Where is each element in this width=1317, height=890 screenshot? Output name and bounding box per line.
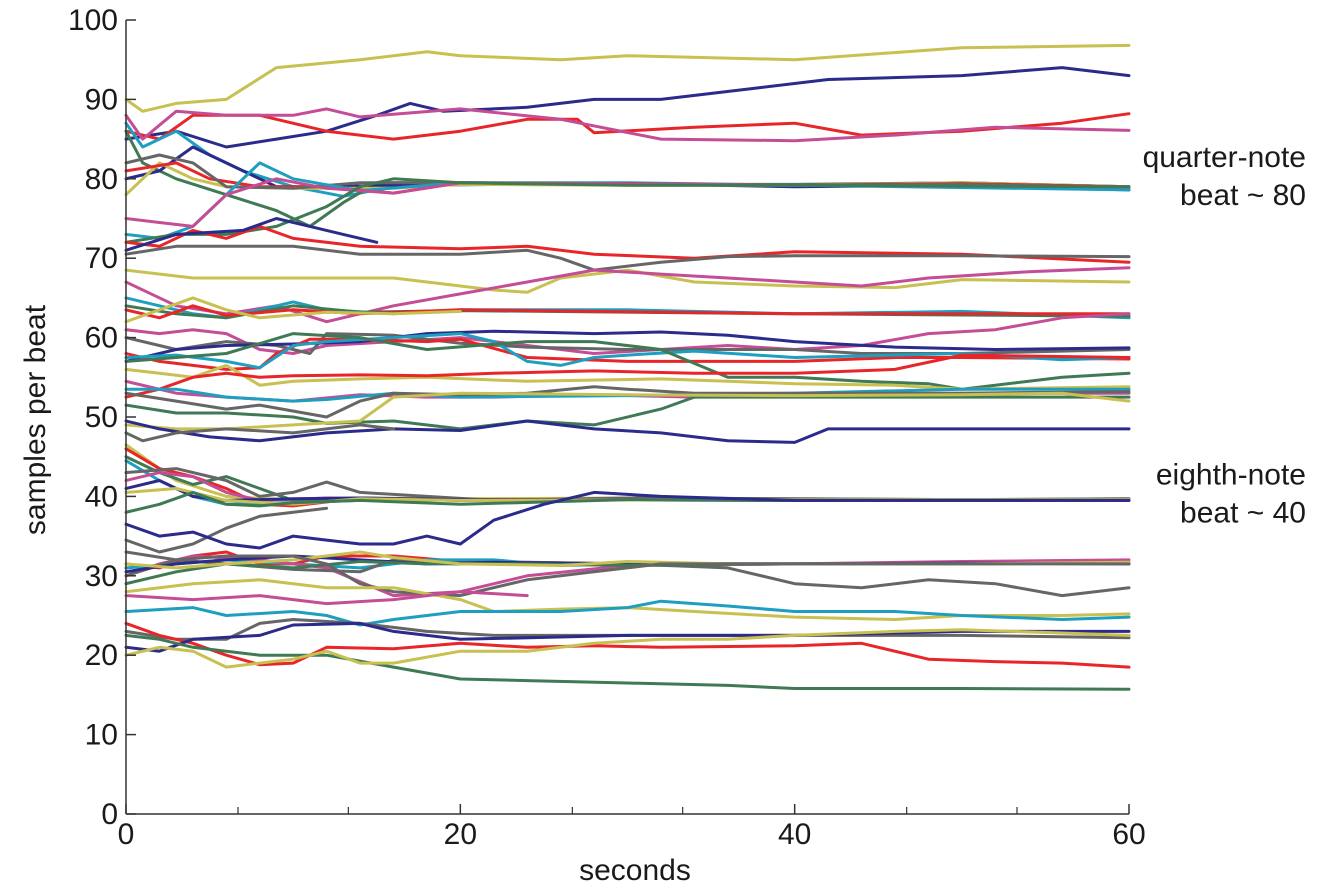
series-line-43 [124, 471, 1131, 502]
series-line-47 [124, 506, 329, 554]
series-layer [124, 43, 1131, 691]
series-line-59 [124, 599, 1131, 627]
series-line-26 [124, 337, 1131, 371]
series-line-34 [124, 395, 1131, 431]
series-line-17 [124, 268, 1131, 294]
series-line-27 [124, 332, 1131, 370]
series-line-1 [124, 43, 1131, 113]
annotation-1-line-1: quarter-note [1143, 141, 1306, 174]
y-tick-label: 10 [85, 719, 118, 752]
annotation-2-line-1: eighth-note [1156, 458, 1306, 491]
series-line-21 [124, 304, 1131, 320]
y-tick-label: 20 [85, 639, 118, 672]
series-line-37 [124, 423, 395, 443]
series-line-56 [124, 550, 1131, 598]
x-axis-title: seconds [579, 854, 691, 887]
annotation-1-line-2: beat ~ 80 [1180, 179, 1306, 212]
series-line-38 [124, 443, 1131, 502]
y-tick-label: 100 [68, 4, 118, 37]
series-line-29 [124, 363, 1131, 391]
series-line-4 [124, 107, 1131, 143]
y-tick-label: 0 [101, 798, 118, 831]
x-tick-label: 60 [1112, 818, 1145, 851]
series-line-48 [124, 490, 1131, 550]
series-line-24 [124, 332, 1131, 355]
x-tick-label: 0 [118, 818, 135, 851]
series-line-64 [124, 628, 1131, 669]
annotation-2-line-2: beat ~ 40 [1180, 496, 1306, 529]
y-tick-label: 30 [85, 560, 118, 593]
y-tick-label: 80 [85, 163, 118, 196]
series-line-23 [124, 312, 1131, 355]
series-line-57 [124, 578, 1131, 621]
series-line-2 [124, 66, 1131, 149]
series-line-33 [124, 385, 1131, 419]
series-line-36 [124, 419, 1131, 444]
series-line-30 [124, 353, 1131, 399]
y-tick-label: 90 [85, 83, 118, 116]
y-tick-label: 70 [85, 242, 118, 275]
series-line-58 [124, 590, 529, 606]
y-tick-label: 50 [85, 401, 118, 434]
series-line-16 [124, 217, 379, 252]
series-line-46 [124, 490, 1131, 514]
ticks: 0 10 20 30 40 50 60 70 80 90 100 0 20 40 60 [68, 4, 1146, 851]
series-line-22 [124, 296, 462, 324]
y-tick-label: 40 [85, 480, 118, 513]
series-line-28 [124, 332, 1131, 391]
series-line-61 [124, 621, 1131, 669]
x-tick-label: 20 [444, 818, 477, 851]
series-line-45 [124, 487, 1131, 506]
series-line-63 [124, 633, 1131, 691]
series-line-25 [124, 329, 1131, 363]
series-line-18 [124, 266, 1131, 324]
series-line-15 [124, 244, 1131, 272]
y-tick-label: 60 [85, 322, 118, 355]
annotations: quarter-note beat ~ 80 eighth-note beat ~ 4… [1143, 141, 1306, 530]
x-tick-label: 40 [778, 818, 811, 851]
y-axis-title: samples per beat [19, 304, 52, 535]
series-line-3 [124, 112, 1131, 141]
